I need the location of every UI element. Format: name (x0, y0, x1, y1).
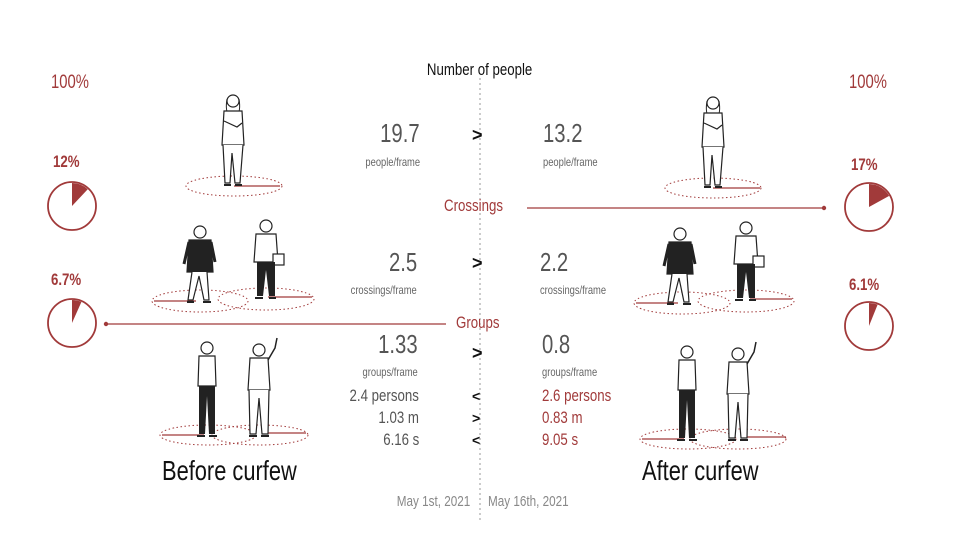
after-crossings-value: 2.2 (540, 247, 569, 277)
after-crossing-pct: 17% (851, 155, 878, 174)
group-size-compare-sign: < (472, 388, 481, 404)
before-caption: Before curfew (162, 455, 297, 486)
before-people-value: 19.7 (380, 118, 420, 148)
pie-after-groups (844, 301, 894, 351)
distance-compare-sign: > (472, 410, 481, 426)
pie-before-groups (47, 298, 97, 348)
before-people-unit: people/frame (365, 155, 420, 169)
standing-man-dark-icon-before (196, 341, 218, 437)
standing-woman-icon-after (701, 96, 725, 188)
walking-person-bag-icon-before (253, 219, 285, 299)
standing-man-dark-icon-after (676, 345, 698, 441)
before-crossings-value: 2.5 (388, 247, 417, 277)
before-groups-unit: groups/frame (362, 365, 418, 379)
after-people-value: 13.2 (543, 118, 583, 148)
after-duration: 9.05 s (542, 430, 579, 449)
groups-compare-sign: > (472, 343, 483, 363)
crossings-compare-sign: > (472, 253, 483, 273)
standing-woman-icon-before (221, 94, 245, 186)
before-total-pct: 100% (51, 72, 89, 93)
after-crossings-unit: crossings/frame (540, 283, 607, 297)
duration-compare-sign: < (472, 432, 481, 448)
groups-label: Groups (456, 313, 500, 332)
before-group-pct: 6.7% (51, 270, 82, 289)
before-crossing-pct: 12% (53, 152, 80, 171)
before-distance: 1.03 m (378, 408, 419, 427)
people-compare-sign: > (472, 125, 483, 145)
after-distance: 0.83 m (542, 408, 583, 427)
groups-leader-dot (103, 321, 109, 327)
before-groups-value: 1.33 (378, 329, 418, 359)
after-groups-unit: groups/frame (542, 365, 598, 379)
after-caption: After curfew (642, 455, 759, 486)
pie-before-crossings (47, 181, 97, 231)
before-duration: 6.16 s (382, 430, 419, 449)
walking-person-bag-icon-after (733, 221, 765, 301)
after-groups-value: 0.8 (542, 329, 571, 359)
before-date: May 1st, 2021 (396, 493, 470, 510)
crossings-label: Crossings (444, 196, 503, 215)
chart-title: Number of people (427, 60, 533, 79)
waving-man-icon-before (247, 337, 278, 437)
after-group-pct: 6.1% (849, 275, 880, 294)
after-total-pct: 100% (849, 72, 887, 93)
before-group-size: 2.4 persons (349, 386, 419, 405)
after-date: May 16th, 2021 (488, 493, 569, 510)
crossings-leader-dot (821, 205, 827, 211)
waving-man-icon-after (726, 341, 757, 441)
after-group-size: 2.6 persons (542, 386, 612, 405)
pie-after-crossings (844, 182, 894, 232)
after-people-unit: people/frame (543, 155, 598, 169)
before-crossings-unit: crossings/frame (350, 283, 417, 297)
